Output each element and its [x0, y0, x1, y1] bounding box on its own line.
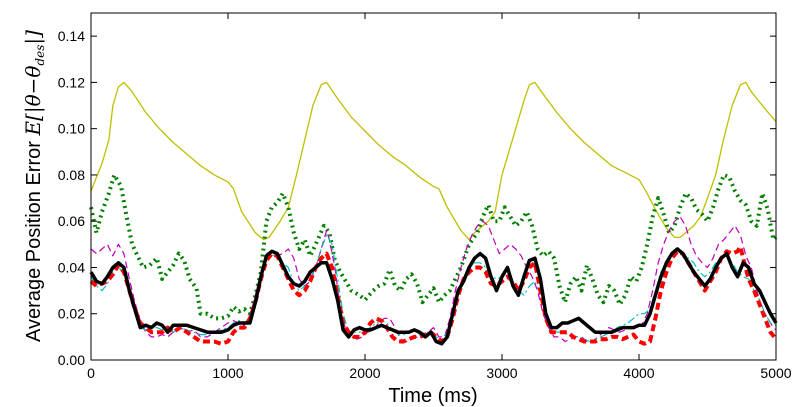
series-line-yellow-solid [90, 81, 777, 241]
x-tick-label: 2000 [349, 365, 380, 381]
y-axis-title-text: Average Position Error [23, 141, 45, 342]
y-tick-label: 0.02 [58, 306, 85, 322]
y-tick-label: 0.04 [58, 259, 85, 275]
y-tick-label: 0.06 [58, 213, 85, 229]
y-axis-title-math: E[|θ−θ [21, 66, 46, 137]
x-tick-label: 5000 [760, 365, 791, 381]
series-line-magenta-dashed [90, 216, 777, 343]
plot-frame [90, 12, 777, 361]
y-tick-label: 0.08 [58, 167, 85, 183]
ticks-layer: 0 1000 2000 3000 4000 5000 0.00 0.02 0.04 0.06 0.0… [58, 13, 792, 381]
x-tick-label: 0 [87, 365, 95, 381]
series-line-green-dotted [89, 172, 778, 321]
x-tick-label: 4000 [623, 365, 654, 381]
y-tick-label: 0.10 [58, 121, 85, 137]
y-axis-title: Average Position Error E[|θ−θdes|] [21, 30, 47, 342]
y-axis-title-math-close: |] [21, 30, 46, 45]
y-tick-label: 0.12 [58, 74, 85, 90]
y-tick-label: 0.14 [58, 28, 85, 44]
y-axis-title-subscript: des [33, 45, 47, 66]
x-tick-label: 1000 [212, 365, 243, 381]
y-tick-label: 0.00 [58, 352, 85, 368]
x-axis-title: Time (ms) [388, 385, 477, 407]
series-layer [89, 81, 778, 346]
series-line-black-solid [89, 247, 778, 346]
x-tick-label: 3000 [486, 365, 517, 381]
